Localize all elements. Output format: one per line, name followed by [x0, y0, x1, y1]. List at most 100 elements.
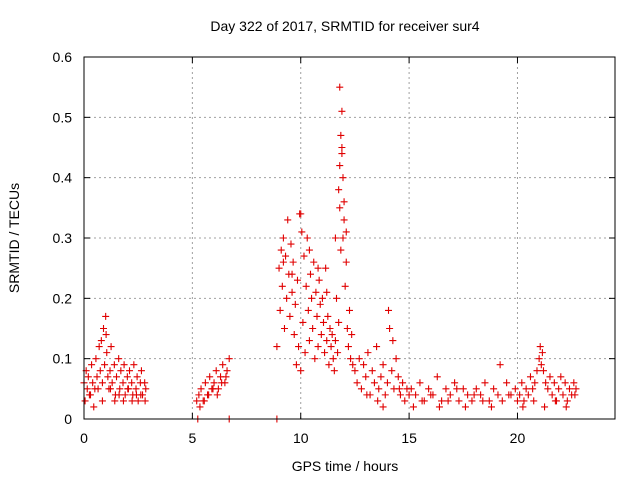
- data-point: [346, 306, 353, 314]
- data-point: [95, 343, 103, 351]
- data-point: [541, 403, 549, 411]
- data-point: [299, 318, 307, 326]
- data-point: [329, 355, 337, 363]
- data-point: [316, 300, 324, 308]
- data-point: [334, 349, 342, 357]
- data-point: [479, 397, 487, 405]
- y-tick-label: 0.4: [53, 170, 73, 186]
- data-point: [522, 385, 530, 393]
- data-point: [337, 246, 345, 254]
- data-point: [546, 373, 554, 381]
- data-point: [513, 397, 521, 405]
- data-point: [119, 379, 127, 387]
- data-point: [280, 325, 288, 332]
- data-point: [137, 391, 145, 399]
- data-point: [278, 282, 286, 290]
- data-point: [537, 361, 545, 369]
- data-point: [496, 361, 504, 369]
- data-point: [104, 373, 112, 381]
- data-point: [446, 391, 454, 399]
- x-tick-label: 15: [401, 430, 417, 446]
- data-point: [273, 343, 281, 351]
- data-point: [141, 379, 149, 387]
- data-point: [142, 385, 150, 393]
- x-tick-label: 20: [510, 430, 526, 446]
- data-point: [379, 403, 387, 411]
- y-tick-label: 0: [64, 411, 72, 427]
- data-point: [304, 306, 312, 314]
- data-point: [93, 373, 101, 381]
- data-point: [442, 385, 450, 393]
- data-point: [213, 391, 221, 399]
- data-point: [277, 246, 285, 254]
- data-point: [407, 385, 415, 393]
- data-point: [405, 391, 413, 399]
- data-point: [288, 270, 296, 278]
- data-point: [279, 258, 287, 266]
- data-point: [565, 385, 573, 393]
- data-point: [317, 331, 325, 339]
- data-point: [340, 198, 348, 206]
- data-point: [106, 367, 114, 375]
- data-point: [539, 367, 547, 375]
- data-point: [126, 367, 134, 375]
- data-point: [438, 397, 446, 405]
- data-point: [385, 306, 393, 314]
- data-point: [297, 367, 305, 375]
- data-point: [351, 367, 359, 375]
- data-point: [223, 367, 231, 375]
- data-point: [121, 391, 129, 399]
- data-point: [533, 367, 541, 375]
- x-tick-label: 5: [188, 430, 196, 446]
- data-point: [98, 379, 106, 387]
- data-point: [357, 385, 365, 393]
- data-point: [386, 325, 394, 332]
- data-point: [305, 337, 313, 345]
- axes: 0 0.1 0.2 0.3 0.4 0.5 0.6 0 5 10 15 20: [53, 49, 616, 446]
- data-point: [461, 403, 469, 411]
- data-point: [360, 361, 368, 369]
- data-point: [128, 379, 136, 387]
- data-point: [303, 234, 311, 242]
- y-tick-label: 0.2: [53, 290, 73, 306]
- data-point: [288, 288, 296, 296]
- data-point: [298, 228, 306, 236]
- data-point: [310, 258, 318, 266]
- data-point: [373, 343, 381, 351]
- data-point: [338, 107, 346, 115]
- data-point: [338, 150, 346, 158]
- data-point: [201, 379, 209, 387]
- data-point: [490, 385, 498, 393]
- data-point: [470, 391, 478, 399]
- data-point: [418, 397, 426, 405]
- data-point: [364, 349, 372, 357]
- data-point: [425, 385, 433, 393]
- data-point: [348, 331, 356, 339]
- data-point: [137, 367, 145, 375]
- data-point: [195, 391, 203, 399]
- y-axis-label: SRMTID / TECUs: [6, 183, 22, 293]
- data-point: [336, 83, 344, 91]
- data-point: [313, 312, 321, 320]
- data-point: [301, 349, 309, 357]
- data-point: [542, 379, 550, 387]
- data-point: [322, 264, 330, 272]
- data-point: [119, 397, 127, 405]
- data-point: [550, 379, 558, 387]
- data-point: [276, 306, 284, 314]
- data-point: [337, 131, 345, 139]
- data-point: [544, 385, 552, 393]
- data-point: [300, 252, 308, 260]
- data-point: [444, 397, 452, 405]
- data-point: [326, 325, 334, 332]
- data-point: [83, 385, 91, 393]
- data-point: [353, 379, 361, 387]
- data-point: [290, 331, 298, 339]
- data-point: [302, 282, 310, 290]
- data-point: [335, 186, 343, 194]
- data-point: [306, 270, 314, 278]
- data-point: [343, 325, 351, 332]
- data-point: [524, 391, 532, 399]
- data-point: [548, 391, 556, 399]
